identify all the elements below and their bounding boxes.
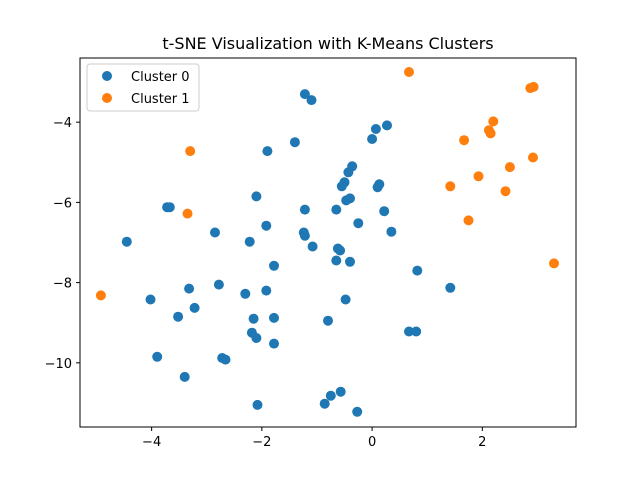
- chart-title: t-SNE Visualization with K-Means Cluster…: [162, 34, 493, 53]
- scatter-point-cluster-0-40: [445, 282, 456, 293]
- scatter-point-cluster-0-51: [251, 333, 262, 343]
- scatter-point-cluster-0-57: [335, 386, 346, 397]
- y-tick-label: −8: [53, 277, 72, 292]
- scatter-point-cluster-0-31: [335, 245, 346, 256]
- scatter-point-cluster-1-7: [185, 146, 196, 157]
- scatter-point-cluster-0-45: [248, 313, 259, 324]
- scatter-point-cluster-0-42: [340, 294, 351, 305]
- legend-label-cluster-0: Cluster 0: [131, 70, 190, 85]
- scatter-point-cluster-0-60: [252, 399, 263, 410]
- scatter-point-cluster-0-2: [382, 120, 392, 131]
- scatter-point-cluster-1-2: [528, 81, 539, 92]
- scatter-point-cluster-0-25: [299, 230, 310, 241]
- scatter-point-cluster-1-16: [95, 290, 106, 301]
- scatter-point-cluster-0-32: [331, 255, 342, 266]
- scatter-point-cluster-0-6: [262, 146, 273, 157]
- scatter-point-cluster-0-20: [379, 206, 390, 217]
- x-axis-ticks: −4 −2 0 2: [142, 427, 486, 450]
- scatter-point-cluster-0-34: [269, 260, 279, 271]
- scatter-point-cluster-0-58: [325, 390, 336, 401]
- scatter-point-cluster-0-44: [173, 311, 184, 322]
- legend-label-cluster-1: Cluster 1: [131, 92, 190, 107]
- scatter-point-cluster-0-22: [353, 218, 364, 229]
- scatter-point-cluster-1-13: [182, 208, 193, 219]
- scatter-point-cluster-0-18: [299, 204, 310, 215]
- scatter-point-cluster-0-26: [386, 226, 397, 237]
- scatter-point-cluster-1-12: [500, 186, 511, 197]
- scatter-point-cluster-0-1: [306, 95, 317, 106]
- scatter-point-cluster-0-36: [213, 279, 224, 290]
- scatter-point-cluster-0-35: [412, 265, 423, 276]
- scatter-point-cluster-0-56: [179, 371, 190, 382]
- scatter-point-cluster-0-29: [307, 241, 318, 252]
- scatter-point-cluster-0-5: [289, 137, 300, 148]
- scatter-point-cluster-1-0: [404, 67, 414, 77]
- scatter-point-cluster-0-55: [220, 354, 231, 365]
- y-tick-label: −10: [45, 357, 72, 372]
- scatter-point-cluster-0-17: [164, 202, 175, 213]
- scatter-point-cluster-0-23: [210, 227, 220, 238]
- scatter-point-cluster-0-53: [152, 351, 163, 362]
- scatter-point-cluster-1-10: [528, 152, 538, 163]
- legend-marker-cluster-0: [102, 71, 112, 81]
- scatter-point-cluster-0-4: [367, 134, 378, 144]
- scatter-point-cluster-0-19: [331, 204, 342, 215]
- scatter-point-cluster-0-46: [269, 312, 279, 323]
- scatter-point-cluster-0-33: [345, 256, 355, 267]
- scatter-point-cluster-1-11: [445, 181, 456, 192]
- scatter-point-cluster-0-27: [121, 236, 132, 247]
- scatter-point-cluster-0-39: [240, 288, 251, 299]
- scatter-point-cluster-0-21: [261, 220, 272, 231]
- y-tick-label: −6: [53, 196, 72, 211]
- scatter-point-cluster-1-9: [473, 171, 484, 182]
- scatter-point-cluster-1-5: [485, 128, 496, 139]
- scatter-point-cluster-0-37: [184, 283, 195, 294]
- x-tick-label: 0: [368, 435, 376, 450]
- legend: Cluster 0 Cluster 1: [86, 63, 200, 112]
- y-axis-ticks: −10 −8 −6 −4: [45, 116, 80, 372]
- scatter-point-cluster-1-3: [488, 116, 499, 127]
- x-tick-label: −4: [142, 435, 161, 450]
- scatter-point-cluster-1-15: [549, 258, 559, 269]
- legend-marker-cluster-1: [102, 93, 112, 103]
- scatter-point-cluster-0-13: [251, 191, 262, 202]
- scatter-point-cluster-0-15: [341, 195, 352, 206]
- scatter-point-cluster-0-12: [372, 182, 383, 193]
- scatter-point-cluster-0-59: [319, 398, 330, 409]
- plot-area-frame: [79, 57, 577, 428]
- legend-frame: [86, 63, 200, 112]
- scatter-point-cluster-0-10: [336, 181, 347, 192]
- scatter-point-cluster-1-8: [504, 162, 515, 173]
- scatter-point-cluster-0-28: [244, 236, 255, 247]
- scatter-point-cluster-1-6: [459, 135, 470, 146]
- scatter-point-cluster-0-47: [323, 315, 333, 326]
- scatter-point-cluster-0-61: [352, 406, 363, 417]
- scatter-point-cluster-0-43: [189, 302, 200, 313]
- x-tick-label: 2: [478, 435, 486, 450]
- x-tick-label: −2: [252, 435, 271, 450]
- scatter-point-cluster-0-8: [343, 167, 354, 178]
- y-tick-label: −4: [53, 116, 72, 131]
- scatter-point-cluster-0-3: [370, 124, 381, 134]
- scatter-point-cluster-0-52: [269, 338, 279, 349]
- scatter-point-cluster-0-49: [411, 326, 422, 337]
- scatter-point-cluster-0-48: [404, 326, 414, 337]
- scatter-point-cluster-0-0: [299, 89, 310, 100]
- scatter-point-cluster-0-38: [261, 285, 272, 296]
- scatter-point-cluster-1-14: [463, 215, 474, 226]
- scatter-point-cluster-0-41: [145, 294, 156, 305]
- points-layer: [95, 67, 559, 417]
